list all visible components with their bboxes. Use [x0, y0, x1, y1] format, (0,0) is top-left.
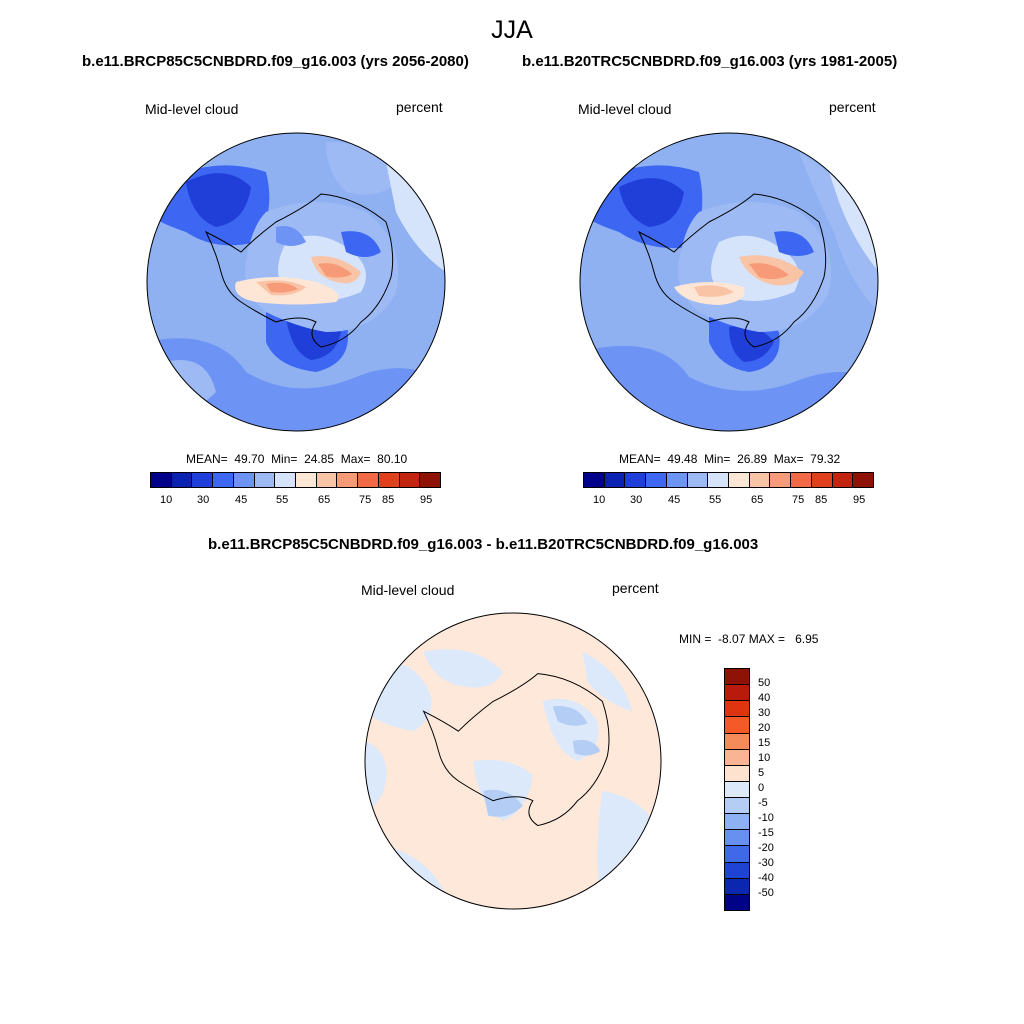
colorbar-cell: [645, 472, 667, 488]
main-title: JJA: [491, 16, 533, 44]
cb3-label: 10: [758, 752, 771, 764]
colorbar-cell: [170, 472, 193, 488]
cb3-label: 5: [758, 767, 765, 779]
colorbar-cell: [724, 845, 750, 863]
cb3-label: 20: [758, 722, 771, 734]
cb3-label: -10: [758, 812, 774, 824]
colorbar-cell: [707, 472, 729, 488]
panel2-polar-map: [579, 132, 879, 432]
cb3-label: -30: [758, 857, 774, 869]
cb1-label: 65: [318, 494, 331, 506]
colorbar-cell: [295, 472, 317, 488]
colorbar-cell: [150, 472, 172, 488]
cb1-label: 75: [359, 494, 372, 506]
difference-variable-label: Mid-level cloud: [361, 582, 455, 598]
cb3-label: -50: [758, 887, 774, 899]
cb1-label: 30: [197, 494, 210, 506]
colorbar-cell: [748, 472, 771, 488]
colorbar-cell: [357, 472, 379, 488]
colorbar-cell: [831, 472, 854, 488]
cb1-label: 55: [276, 494, 289, 506]
cb2-label: 30: [630, 494, 643, 506]
panel2-colorbar: [583, 472, 874, 488]
cb2-label: 75: [792, 494, 805, 506]
colorbar-cell: [377, 472, 400, 488]
cb2-label: 95: [853, 494, 866, 506]
colorbar-cell: [603, 472, 626, 488]
cb1-label: 85: [382, 494, 395, 506]
panel1-stats: MEAN= 49.70 Min= 24.85 Max= 80.10: [186, 452, 408, 466]
colorbar-cell: [686, 472, 709, 488]
colorbar-cell: [724, 780, 750, 799]
colorbar-cell: [665, 472, 688, 488]
cb3-label: -20: [758, 842, 774, 854]
difference-colorbar-labels: 50 40 30 20 15 10 5 0 -5 -10 -15 -20 -30 -40 -50: [758, 668, 798, 910]
panel1-polar-map: [146, 132, 446, 432]
cb3-label: 50: [758, 677, 771, 689]
cb2-label: 45: [668, 494, 681, 506]
colorbar-cell: [724, 716, 750, 734]
cb3-label: 30: [758, 707, 771, 719]
colorbar-cell: [274, 472, 296, 488]
cb3-label: -15: [758, 827, 774, 839]
cb1-label: 95: [420, 494, 433, 506]
colorbar-cell: [212, 472, 234, 488]
colorbar-cell: [253, 472, 276, 488]
cb2-label: 85: [815, 494, 828, 506]
colorbar-cell: [724, 829, 750, 847]
cb3-label: -5: [758, 797, 768, 809]
colorbar-cell: [724, 797, 750, 815]
panel1-variable-label: Mid-level cloud: [145, 101, 239, 117]
difference-stats: MIN = -8.07 MAX = 6.95: [679, 632, 819, 646]
panel2-stats: MEAN= 49.48 Min= 26.89 Max= 79.32: [619, 452, 841, 466]
cb1-label: 45: [235, 494, 248, 506]
colorbar-cell: [191, 472, 214, 488]
difference-title: b.e11.BRCP85C5CNBDRD.f09_g16.003 - b.e11…: [208, 536, 759, 553]
colorbar-cell: [232, 472, 255, 488]
colorbar-cell: [724, 700, 750, 718]
panel2-variable-label: Mid-level cloud: [578, 101, 672, 117]
cb3-label: 40: [758, 692, 771, 704]
cb1-label: 10: [160, 494, 173, 506]
colorbar-cell: [315, 472, 338, 488]
colorbar-cell: [724, 861, 750, 879]
cb2-label: 55: [709, 494, 722, 506]
cb3-label: -40: [758, 872, 774, 884]
difference-units-label: percent: [612, 580, 659, 596]
colorbar-cell: [852, 472, 874, 488]
colorbar-cell: [419, 472, 441, 488]
colorbar-cell: [724, 764, 750, 782]
colorbar-cell: [724, 877, 750, 895]
colorbar-cell: [724, 748, 750, 766]
panel2-colorbar-labels: 10 30 45 55 65 75 85 95: [583, 494, 873, 508]
difference-polar-map: [364, 612, 662, 910]
colorbar-cell: [583, 472, 605, 488]
colorbar-cell: [724, 684, 750, 702]
cb2-label: 65: [751, 494, 764, 506]
colorbar-cell: [624, 472, 647, 488]
cb3-label: 15: [758, 737, 771, 749]
colorbar-cell: [769, 472, 792, 488]
panel1-units-label: percent: [396, 99, 443, 115]
colorbar-cell: [810, 472, 833, 488]
colorbar-cell: [790, 472, 812, 488]
panel2-units-label: percent: [829, 99, 876, 115]
panel1-run-title: b.e11.BRCP85C5CNBDRD.f09_g16.003 (yrs 20…: [82, 53, 469, 70]
colorbar-cell: [398, 472, 421, 488]
colorbar-cell: [724, 668, 750, 686]
colorbar-cell: [724, 813, 750, 831]
colorbar-cell: [724, 732, 750, 750]
panel1-colorbar: [150, 472, 441, 488]
cb3-label: 0: [758, 782, 765, 794]
cb2-label: 10: [593, 494, 606, 506]
difference-colorbar: [724, 668, 750, 911]
panel2-run-title: b.e11.B20TRC5CNBDRD.f09_g16.003 (yrs 198…: [522, 53, 898, 70]
colorbar-cell: [724, 893, 750, 911]
colorbar-cell: [728, 472, 750, 488]
colorbar-cell: [336, 472, 359, 488]
panel1-colorbar-labels: 10 30 45 55 65 75 85 95: [150, 494, 440, 508]
